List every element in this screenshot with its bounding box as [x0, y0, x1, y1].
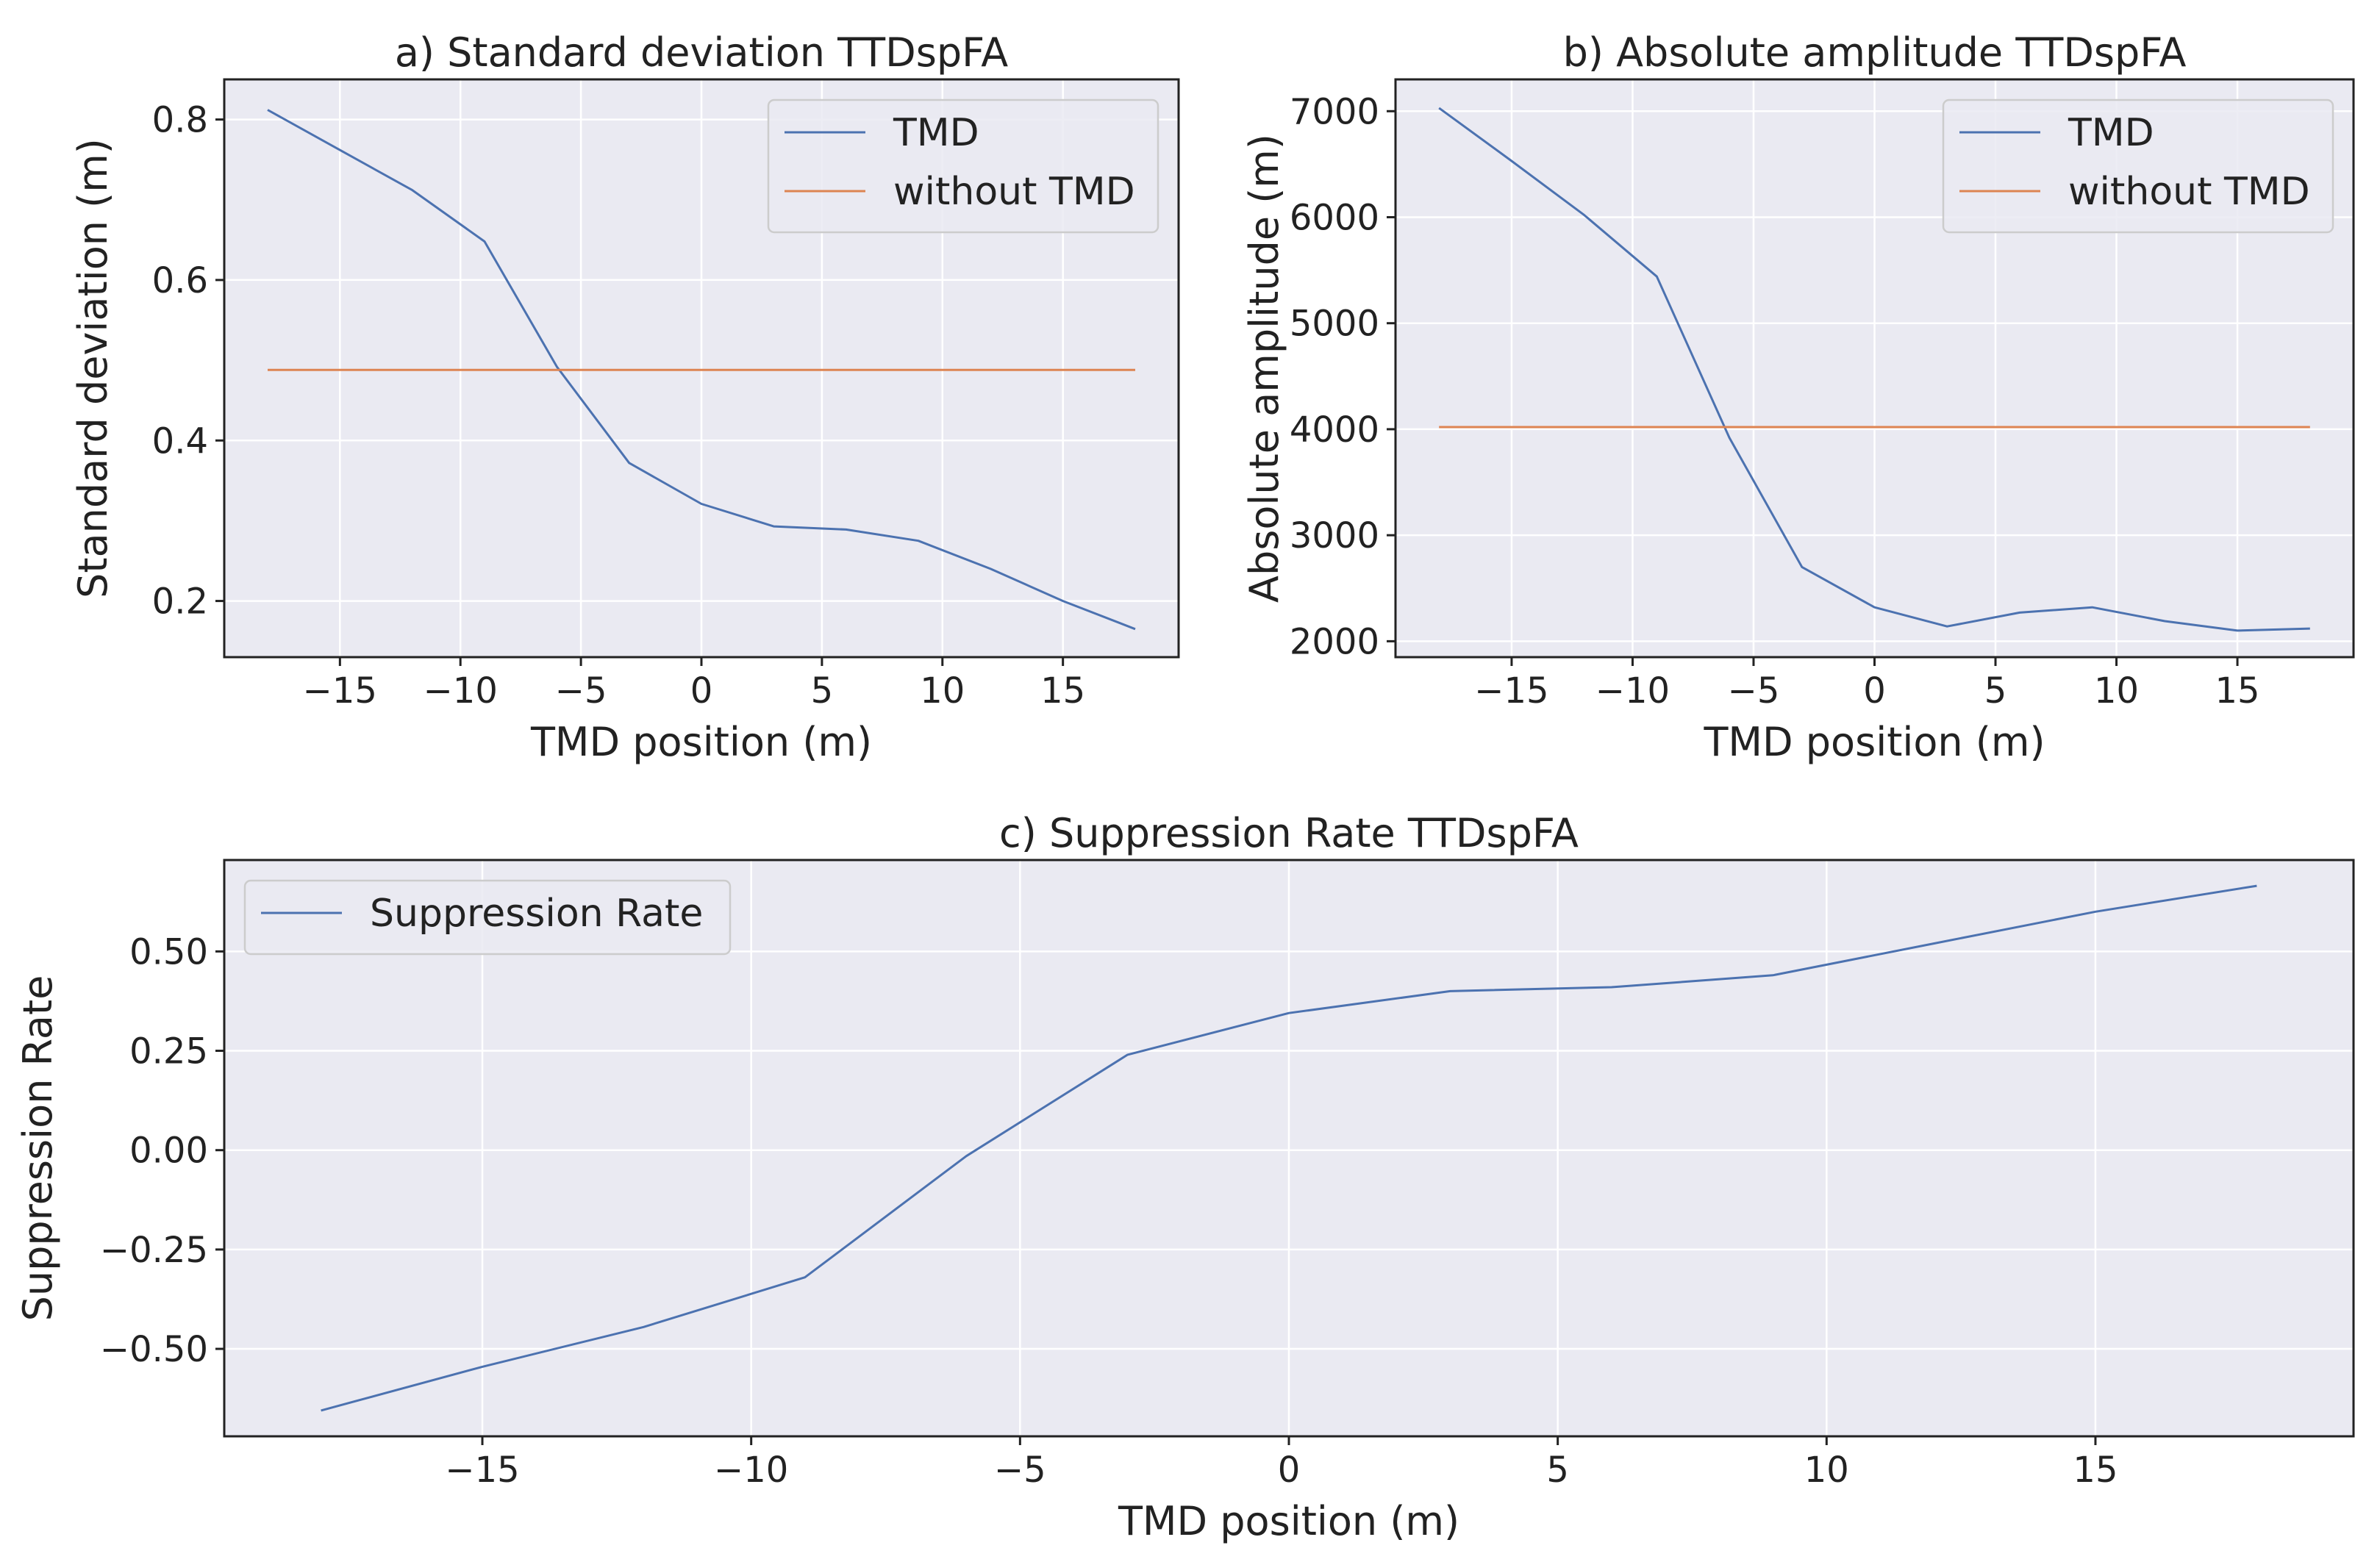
x-axis-label: TMD position (m) [530, 719, 872, 765]
series-line-tmd [1438, 107, 2310, 632]
chart-title: b) Absolute amplitude TTDspFA [1563, 29, 2187, 76]
y-tick-label: 6000 [1290, 197, 1379, 238]
panel-c-suppression-rate: −15 −10 −5 0 5 10 15 −0.50 −0.25 0.00 0.25 0.50 c) S… [15, 810, 2355, 1544]
y-tick-label: −0.50 [100, 1329, 208, 1370]
x-tick-label: 15 [1040, 670, 1085, 712]
panel-b-absolute-amplitude: −15 −10 −5 0 5 10 15 2000 3000 4000 5000 6000 7000 b)… [1241, 29, 2355, 765]
legend-box [767, 98, 1159, 234]
chart-title: c) Suppression Rate TTDspFA [999, 810, 1579, 856]
legend-label: Suppression Rate [370, 892, 703, 936]
y-axis-label: Absolute amplitude (m) [1241, 134, 1287, 603]
y-tick-label: 2000 [1290, 621, 1379, 662]
y-tick-label: 4000 [1290, 409, 1379, 451]
y-tick-label: 0.50 [129, 931, 208, 972]
x-tick-label: 0 [690, 670, 713, 712]
legend-label: TMD [2068, 111, 2154, 155]
legend-label: without TMD [2068, 170, 2310, 214]
x-tick-label: −15 [303, 670, 377, 712]
x-tick-label: −5 [1728, 670, 1780, 712]
x-tick-label: −15 [1474, 670, 1548, 712]
x-tick-label: −5 [994, 1450, 1046, 1491]
legend-box [243, 879, 732, 956]
x-tick-label: 10 [2094, 670, 2139, 712]
x-tick-label: 0 [1278, 1450, 1301, 1491]
x-axis-label: TMD position (m) [1118, 1498, 1459, 1544]
legend-label: without TMD [893, 170, 1135, 214]
y-tick-label: 0.2 [152, 581, 208, 623]
legend-box [1942, 98, 2334, 234]
series-line-suppression-rate [321, 884, 2257, 1412]
y-tick-label: 0.4 [152, 420, 208, 462]
x-axis-label: TMD position (m) [1703, 719, 2045, 765]
y-tick-label: 0.6 [152, 260, 208, 301]
chart-title: a) Standard deviation TTDspFA [395, 29, 1008, 76]
y-tick-label: 0.8 [152, 100, 208, 141]
x-tick-label: −15 [445, 1450, 519, 1491]
y-tick-label: 0.25 [129, 1031, 208, 1072]
x-tick-label: 5 [1546, 1450, 1569, 1491]
x-tick-label: 10 [920, 670, 965, 712]
y-tick-label: 0.00 [129, 1131, 208, 1172]
x-tick-label: 5 [811, 670, 834, 712]
x-tick-label: 5 [1984, 670, 2007, 712]
x-tick-label: −10 [714, 1450, 788, 1491]
y-axis-label: Suppression Rate [15, 975, 61, 1322]
y-tick-label: −0.25 [100, 1230, 208, 1271]
x-tick-label: −10 [1595, 670, 1670, 712]
x-tick-label: 0 [1863, 670, 1886, 712]
y-tick-label: 5000 [1290, 304, 1379, 345]
y-tick-label: 7000 [1290, 91, 1379, 132]
y-tick-label: 3000 [1290, 515, 1379, 556]
x-tick-label: 10 [1804, 1450, 1849, 1491]
legend-label: TMD [893, 111, 979, 155]
x-tick-label: −10 [424, 670, 498, 712]
y-axis-label: Standard deviation (m) [70, 138, 116, 598]
x-tick-label: 15 [2215, 670, 2260, 712]
x-tick-label: 15 [2073, 1450, 2118, 1491]
x-tick-label: −5 [555, 670, 607, 712]
panel-a-standard-deviation: −15 −10 −5 0 5 10 15 0.2 0.4 0.6 0.8 a) Standard de… [70, 29, 1180, 765]
